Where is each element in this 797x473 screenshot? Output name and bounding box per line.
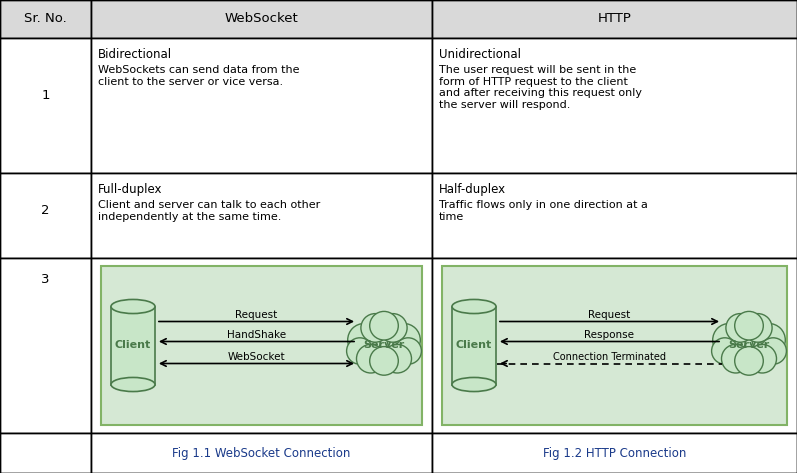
- Bar: [0, 38, 91, 173]
- Bar: [111, 307, 155, 385]
- Text: Traffic flows only in one direction at a
time: Traffic flows only in one direction at a…: [439, 200, 648, 221]
- Text: Sr. No.: Sr. No.: [24, 12, 67, 26]
- Text: HandShake: HandShake: [227, 330, 286, 340]
- Bar: [0, 0, 91, 38]
- Text: Fig 1.1 WebSocket Connection: Fig 1.1 WebSocket Connection: [172, 447, 351, 459]
- Text: 2: 2: [41, 204, 49, 217]
- Bar: [91, 433, 432, 473]
- Circle shape: [748, 344, 776, 373]
- Text: Fig 1.2 HTTP Connection: Fig 1.2 HTTP Connection: [543, 447, 686, 459]
- Text: 3: 3: [41, 273, 49, 286]
- Circle shape: [395, 338, 422, 364]
- Bar: [0, 433, 91, 473]
- Text: Response: Response: [584, 330, 634, 340]
- Bar: [432, 0, 797, 38]
- Ellipse shape: [111, 299, 155, 314]
- Bar: [101, 266, 422, 425]
- Circle shape: [735, 311, 764, 340]
- Circle shape: [383, 344, 411, 373]
- Ellipse shape: [111, 377, 155, 392]
- Circle shape: [347, 338, 373, 364]
- Bar: [432, 173, 797, 258]
- Circle shape: [760, 338, 787, 364]
- Circle shape: [713, 324, 746, 357]
- Text: Unidirectional: Unidirectional: [439, 48, 521, 61]
- Text: Request: Request: [235, 309, 277, 319]
- Bar: [91, 173, 432, 258]
- Circle shape: [726, 314, 755, 342]
- Text: Server: Server: [363, 341, 405, 350]
- Circle shape: [721, 344, 750, 373]
- Ellipse shape: [452, 377, 496, 392]
- Circle shape: [752, 324, 785, 357]
- Bar: [442, 266, 787, 425]
- Text: Half-duplex: Half-duplex: [439, 183, 506, 196]
- Bar: [0, 258, 91, 433]
- Circle shape: [361, 314, 390, 342]
- Circle shape: [347, 324, 381, 357]
- Circle shape: [370, 347, 398, 375]
- Circle shape: [359, 321, 408, 370]
- Text: WebSocket: WebSocket: [228, 351, 285, 361]
- Text: WebSocket: WebSocket: [225, 12, 298, 26]
- Text: Client: Client: [115, 341, 151, 350]
- Text: The user request will be sent in the
form of HTTP request to the client
and afte: The user request will be sent in the for…: [439, 65, 642, 110]
- Text: HTTP: HTTP: [598, 12, 631, 26]
- Text: Request: Request: [588, 309, 630, 319]
- Bar: [91, 258, 432, 433]
- Circle shape: [370, 311, 398, 340]
- Bar: [432, 38, 797, 173]
- Text: Full-duplex: Full-duplex: [98, 183, 163, 196]
- Bar: [91, 0, 432, 38]
- Bar: [0, 173, 91, 258]
- Text: WebSockets can send data from the
client to the server or vice versa.: WebSockets can send data from the client…: [98, 65, 300, 87]
- Circle shape: [712, 338, 738, 364]
- Circle shape: [724, 321, 773, 370]
- Ellipse shape: [452, 299, 496, 314]
- Text: Server: Server: [728, 341, 770, 350]
- Circle shape: [387, 324, 420, 357]
- Text: Client and server can talk to each other
independently at the same time.: Client and server can talk to each other…: [98, 200, 320, 221]
- Circle shape: [744, 314, 772, 342]
- Circle shape: [356, 344, 385, 373]
- Bar: [432, 433, 797, 473]
- Bar: [91, 38, 432, 173]
- Circle shape: [735, 347, 764, 375]
- Text: Connection Terminated: Connection Terminated: [553, 351, 666, 361]
- Text: Bidirectional: Bidirectional: [98, 48, 172, 61]
- Circle shape: [379, 314, 407, 342]
- Text: Client: Client: [456, 341, 492, 350]
- Bar: [432, 258, 797, 433]
- Bar: [452, 307, 496, 385]
- Text: 1: 1: [41, 89, 49, 102]
